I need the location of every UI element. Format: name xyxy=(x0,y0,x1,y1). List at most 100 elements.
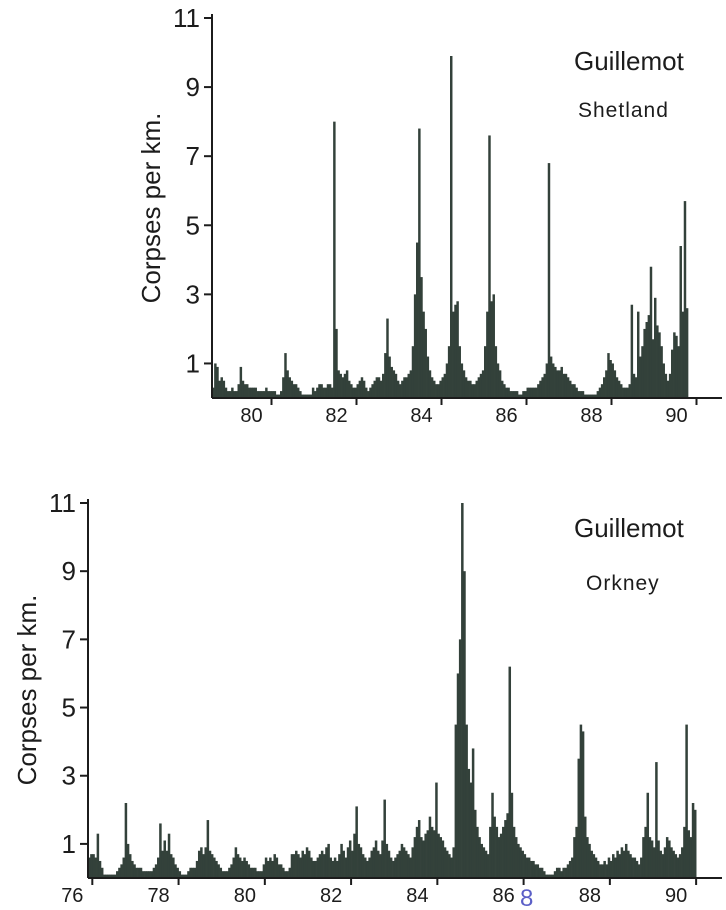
bar xyxy=(389,857,393,878)
chart-title-shetland: Guillemot xyxy=(574,46,685,76)
bar xyxy=(420,277,423,398)
bar xyxy=(482,847,486,878)
bar xyxy=(594,394,597,398)
bar xyxy=(318,384,321,398)
bar xyxy=(250,387,253,398)
bar xyxy=(288,867,292,878)
bar xyxy=(612,854,615,878)
bar xyxy=(141,871,145,878)
bar xyxy=(128,854,132,878)
bar xyxy=(498,370,502,398)
y-tick-label: 11 xyxy=(173,3,200,33)
x-tick-label: 90 xyxy=(665,405,687,427)
x-tick-label: 84 xyxy=(410,405,432,427)
bar xyxy=(295,850,298,878)
bar xyxy=(439,380,442,398)
bar xyxy=(430,377,434,398)
bar xyxy=(428,370,432,398)
bar xyxy=(549,874,552,878)
bar xyxy=(294,384,298,398)
bar xyxy=(537,384,540,398)
bar xyxy=(571,384,574,398)
bar xyxy=(303,854,307,878)
bar xyxy=(331,860,335,878)
bar xyxy=(541,377,544,398)
bar xyxy=(530,387,534,398)
bar xyxy=(369,387,372,398)
bar xyxy=(415,826,419,878)
bar xyxy=(365,387,368,398)
bar xyxy=(405,377,408,398)
bar xyxy=(486,311,489,398)
bar xyxy=(348,380,351,398)
bar xyxy=(524,391,527,398)
bar xyxy=(189,867,192,878)
bar xyxy=(245,860,248,878)
bar xyxy=(566,377,570,398)
bar xyxy=(545,363,549,398)
bar xyxy=(484,850,488,878)
bar xyxy=(417,820,421,878)
bar xyxy=(350,384,353,398)
bar xyxy=(489,826,492,878)
bar xyxy=(639,356,642,398)
bar xyxy=(683,826,686,878)
bar xyxy=(157,857,160,878)
bar xyxy=(161,850,164,878)
bar xyxy=(197,850,201,878)
bar xyxy=(135,867,138,878)
bar xyxy=(615,377,619,398)
bar xyxy=(558,867,561,878)
bar xyxy=(522,391,525,398)
bar xyxy=(324,387,328,398)
bar xyxy=(588,394,591,398)
bar xyxy=(519,847,522,878)
bar xyxy=(674,854,678,878)
bar xyxy=(195,860,199,878)
bar xyxy=(668,840,671,878)
bar xyxy=(246,384,249,398)
bar xyxy=(435,384,438,398)
bar xyxy=(616,850,619,878)
bar xyxy=(326,384,330,398)
bar xyxy=(305,847,309,878)
bar xyxy=(394,373,398,398)
bar xyxy=(518,394,521,398)
bar xyxy=(521,850,524,878)
bar xyxy=(644,826,647,878)
bars-shetland xyxy=(212,56,689,399)
bar xyxy=(109,874,113,878)
bar xyxy=(221,871,225,878)
x-tick-label: 84 xyxy=(406,885,428,907)
bar xyxy=(251,867,255,878)
bar xyxy=(437,833,440,878)
bar xyxy=(476,826,479,878)
bar xyxy=(463,571,466,878)
bar xyxy=(628,384,631,398)
bar xyxy=(307,394,311,398)
x-ticks-shetland: 80 82 84 86 88 90 xyxy=(240,398,698,427)
bar xyxy=(231,387,234,398)
bar xyxy=(392,860,395,878)
bar xyxy=(613,370,617,398)
x-tick-label: 88 xyxy=(579,885,601,907)
bar xyxy=(284,353,287,398)
bar xyxy=(372,847,376,878)
x-tick-label: 82 xyxy=(320,885,342,907)
bar xyxy=(629,854,632,878)
bar xyxy=(648,837,652,878)
bar xyxy=(633,857,637,878)
x-tick-label: 86 xyxy=(492,885,514,907)
bar xyxy=(275,394,279,398)
bar xyxy=(493,816,496,878)
bar xyxy=(371,384,374,398)
bar xyxy=(577,391,580,398)
bar xyxy=(603,377,606,398)
bar xyxy=(556,370,559,398)
bar xyxy=(273,391,277,398)
bar xyxy=(486,854,490,878)
bar xyxy=(624,843,628,878)
bar xyxy=(398,850,402,878)
bar xyxy=(292,384,296,398)
bar xyxy=(267,391,270,398)
